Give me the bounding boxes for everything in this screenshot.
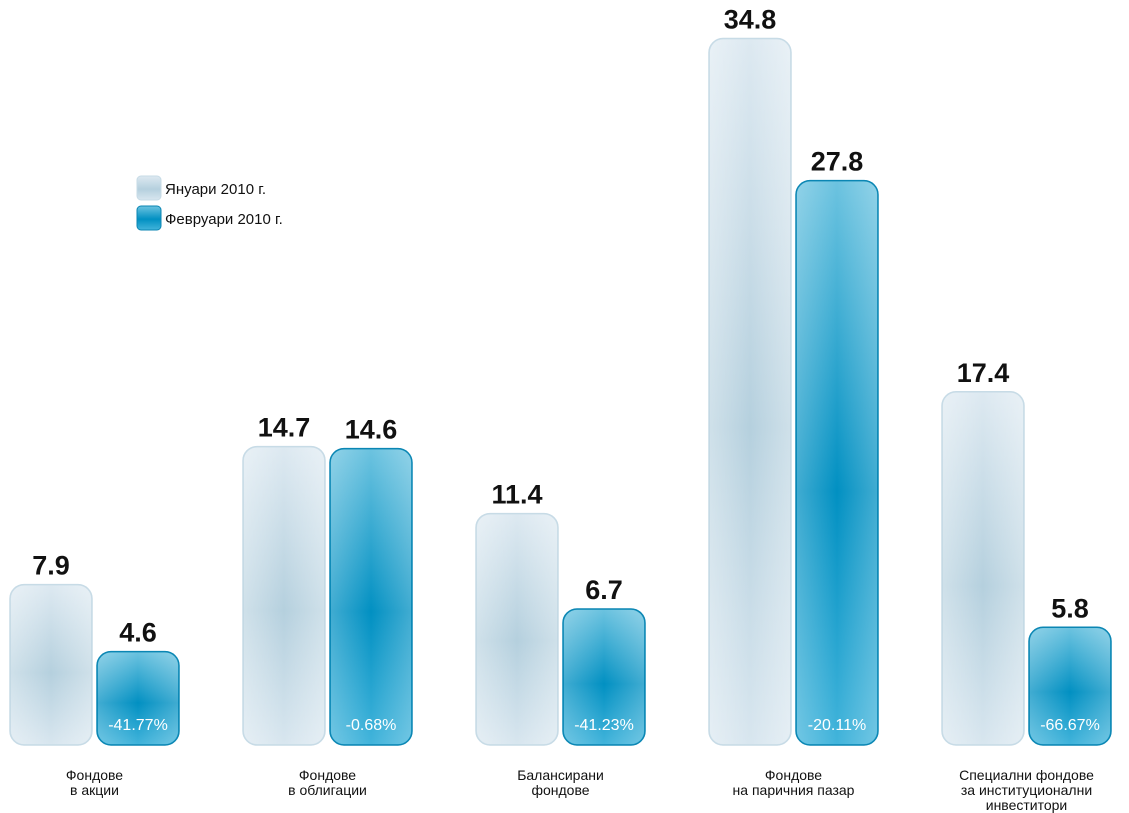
category-label-line: на паричния пазар [733, 782, 855, 798]
value-label-january-1: 14.7 [258, 413, 311, 443]
legend-swatch-february [136, 205, 162, 231]
bar-gloss-january-0 [11, 585, 91, 744]
value-label-january-2: 11.4 [491, 480, 542, 510]
category-label-line: Фондове [299, 767, 356, 783]
category-label-line: Балансирани [517, 767, 604, 783]
legend: Януари 2010 г. Февруари 2010 г. [136, 175, 283, 231]
bar-gloss-february-4 [1030, 628, 1110, 744]
bar-gloss-february-3 [797, 181, 877, 744]
value-label-february-0: 4.6 [119, 618, 157, 648]
category-label-3: Фондове на паричния пазар [733, 767, 855, 798]
category-label-line: в акции [70, 782, 119, 798]
category-label-line: Фондове [765, 767, 822, 783]
bar-gloss-february-0 [98, 652, 178, 744]
category-label-0: Фондове в акции [66, 767, 123, 798]
bars-group [9, 37, 1112, 746]
category-label-line: Специални фондове [959, 767, 1094, 783]
category-label-line: фондове [531, 782, 589, 798]
change-label-2: -41.23% [574, 717, 634, 734]
legend-label-january: Януари 2010 г. [165, 181, 266, 198]
category-label-line: Фондове [66, 767, 123, 783]
bar-gloss-january-2 [477, 514, 557, 744]
bar-gloss-january-4 [943, 392, 1023, 744]
value-label-january-0: 7.9 [32, 551, 70, 581]
bar-gloss-january-1 [244, 447, 324, 744]
category-label-4: Специални фондове за институционални инвес… [959, 767, 1094, 813]
category-label-1: Фондове в облигации [288, 767, 367, 798]
labels-group: 7.9 14.7 11.4 34.8 17.4 4.6 14.6 6.7 27.8 5.8 -41.… [32, 5, 1100, 813]
category-label-line: в облигации [288, 782, 367, 798]
value-label-february-1: 14.6 [345, 415, 398, 445]
category-label-2: Балансирани фондове [517, 767, 604, 798]
value-label-january-4: 17.4 [957, 358, 1010, 388]
legend-label-february: Февруари 2010 г. [165, 211, 283, 228]
legend-swatch-january [136, 175, 162, 201]
value-label-january-3: 34.8 [724, 5, 777, 35]
change-label-1: -0.68% [346, 717, 397, 734]
value-label-february-4: 5.8 [1051, 593, 1089, 623]
change-label-4: -66.67% [1040, 717, 1100, 734]
category-label-line: за институционални [961, 782, 1092, 798]
change-label-3: -20.11% [808, 717, 866, 734]
value-label-february-2: 6.7 [585, 575, 623, 605]
bar-gloss-february-2 [564, 609, 644, 744]
bar-gloss-february-1 [331, 449, 411, 744]
bar-gloss-january-3 [710, 39, 790, 745]
value-label-february-3: 27.8 [811, 147, 864, 177]
category-label-line: инвеститори [986, 797, 1068, 813]
change-label-0: -41.77% [108, 717, 168, 734]
